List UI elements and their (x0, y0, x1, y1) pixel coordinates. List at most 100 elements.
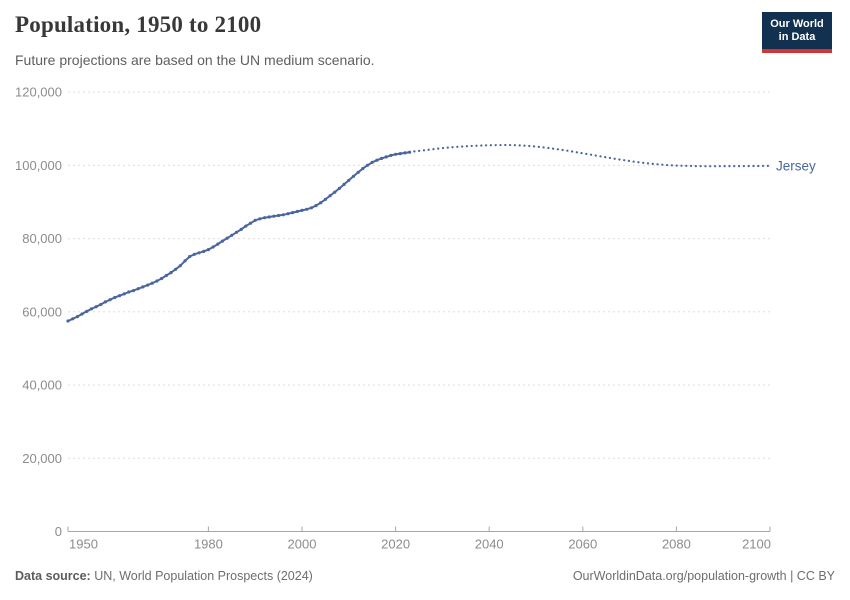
x-tick-label: 2080 (662, 537, 691, 552)
data-point-marker (234, 230, 239, 234)
data-point-marker (136, 287, 140, 291)
data-point-marker (146, 283, 150, 287)
data-source-text: UN, World Population Prospects (2024) (90, 569, 313, 583)
data-point-marker (122, 292, 126, 296)
y-tick-label: 100,000 (15, 158, 62, 173)
data-point-marker (225, 236, 229, 240)
data-point-marker (351, 174, 356, 178)
data-point-marker (337, 186, 341, 190)
data-source-label: Data source: (15, 569, 91, 583)
data-point-marker (94, 305, 98, 309)
data-point-marker (131, 289, 136, 293)
data-point-marker (263, 216, 267, 220)
data-point-marker (389, 153, 393, 157)
x-tick-label: 2020 (381, 537, 410, 552)
data-point-marker (272, 214, 276, 218)
data-point-marker (80, 312, 84, 316)
data-point-marker (309, 206, 313, 210)
x-tick-label: 1980 (194, 537, 223, 552)
data-point-marker (323, 197, 327, 201)
data-point-marker (150, 281, 154, 285)
data-point-marker (295, 209, 299, 214)
x-tick-label: 2060 (568, 537, 597, 552)
data-point-marker (89, 307, 93, 311)
owid-logo-line1: Our World (770, 18, 824, 30)
data-point-marker (380, 156, 384, 160)
y-tick-label: 0 (55, 524, 62, 539)
data-point-marker (398, 152, 402, 156)
data-point-marker (305, 207, 309, 211)
data-point-marker (197, 251, 201, 255)
data-point-marker (192, 252, 196, 256)
x-tick-label: 2000 (288, 537, 317, 552)
data-point-marker (127, 290, 131, 294)
data-point-marker (164, 273, 168, 278)
data-point-marker (291, 211, 295, 215)
y-tick-label: 40,000 (22, 378, 62, 393)
data-point-marker (375, 158, 379, 162)
data-point-marker (370, 160, 374, 164)
y-tick-label: 60,000 (22, 304, 62, 319)
data-point-marker (248, 221, 253, 225)
data-point-marker (211, 245, 215, 249)
projection-line[interactable] (408, 143, 772, 168)
data-point-marker (319, 201, 323, 205)
data-point-marker (169, 271, 173, 275)
y-tick-label: 20,000 (22, 451, 62, 466)
chart-subtitle: Future projections are based on the UN m… (15, 52, 375, 68)
data-point-marker (103, 300, 107, 304)
data-point-marker (342, 182, 346, 186)
data-point-marker (347, 178, 351, 182)
data-point-marker (239, 227, 243, 231)
data-point-marker (258, 217, 262, 221)
data-point-marker (202, 249, 206, 253)
x-tick-label: 2100 (742, 537, 771, 552)
credit-link[interactable]: OurWorldinData.org/population-growth | C… (572, 569, 835, 583)
data-point-marker (314, 204, 318, 208)
data-point-marker (117, 294, 122, 298)
y-tick-label: 80,000 (22, 231, 62, 246)
owid-logo[interactable]: Our World in Data (762, 12, 832, 53)
data-point-marker (155, 279, 159, 283)
y-tick-label: 120,000 (15, 85, 62, 100)
data-point-marker (403, 151, 407, 155)
data-point-marker (160, 276, 164, 281)
data-point-marker (230, 233, 234, 237)
owid-logo-line2: in Data (778, 31, 816, 43)
data-point-marker (66, 319, 70, 323)
data-point-marker (71, 317, 75, 321)
data-point-marker (99, 302, 103, 307)
data-point-marker (361, 167, 365, 171)
data-point-marker (113, 295, 117, 300)
page-title: Population, 1950 to 2100 (15, 12, 262, 37)
data-point-marker (108, 298, 112, 302)
data-point-marker (178, 264, 182, 268)
series-label-jersey[interactable]: Jersey (776, 158, 816, 173)
data-source-note: Data source: UN, World Population Prospe… (15, 569, 313, 583)
data-point-marker (365, 163, 370, 167)
data-point-marker (75, 315, 79, 319)
data-point-marker (183, 259, 187, 263)
data-point-marker (141, 285, 145, 289)
data-point-marker (394, 152, 398, 156)
x-tick-label: 1950 (69, 537, 98, 552)
data-point-marker (216, 242, 220, 246)
x-tick-label: 2040 (475, 537, 504, 552)
data-point-marker (85, 309, 89, 313)
data-point-marker (267, 215, 271, 219)
data-point-marker (384, 155, 388, 159)
data-point-marker (220, 239, 224, 243)
data-point-marker (356, 170, 360, 174)
data-point-marker (286, 212, 290, 216)
data-point-marker (281, 213, 285, 217)
data-point-marker (300, 208, 304, 212)
data-point-marker (206, 248, 210, 252)
data-point-marker (174, 267, 178, 271)
data-point-marker (188, 254, 192, 259)
data-point-marker (253, 218, 257, 222)
data-point-marker (333, 190, 337, 194)
data-point-marker (328, 194, 332, 198)
data-point-marker (277, 213, 281, 218)
